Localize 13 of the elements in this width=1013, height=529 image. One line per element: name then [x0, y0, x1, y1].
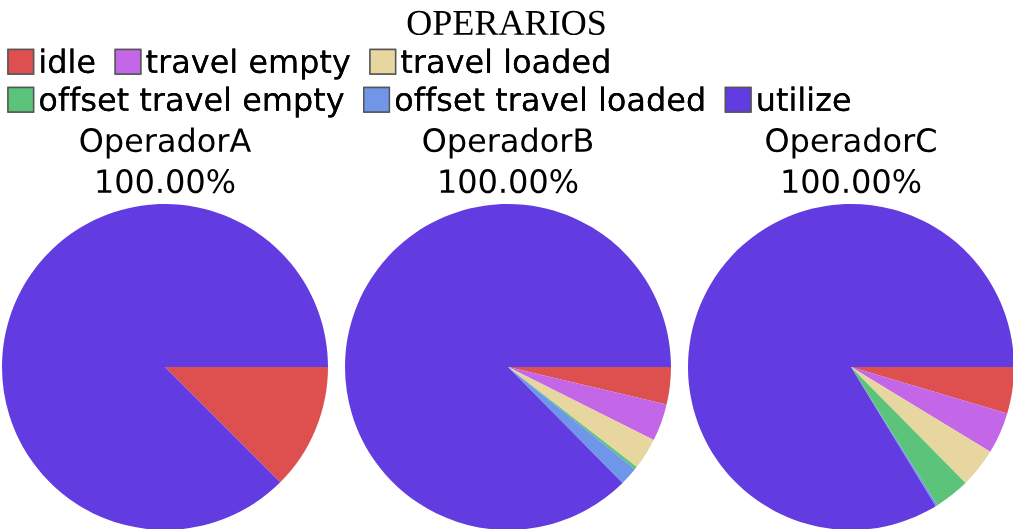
legend-label: idle [41, 48, 95, 74]
legend-label: travel empty [146, 48, 350, 80]
slice-label: OperadorC [766, 127, 936, 159]
legend-label: offset travel empty [40, 86, 344, 118]
chart-title: OPERARIOS [407, 10, 605, 36]
legend-label: utilize [758, 86, 850, 112]
legend-label: offset travel loaded [395, 86, 704, 112]
legend-label: travel loaded [401, 48, 609, 74]
slice-label: OperadorA [80, 127, 252, 159]
slice-label: OperadorB [423, 127, 593, 159]
text: 100.00% [440, 169, 578, 194]
text: 100.00% [783, 169, 921, 194]
text: 100.00% [97, 169, 235, 194]
